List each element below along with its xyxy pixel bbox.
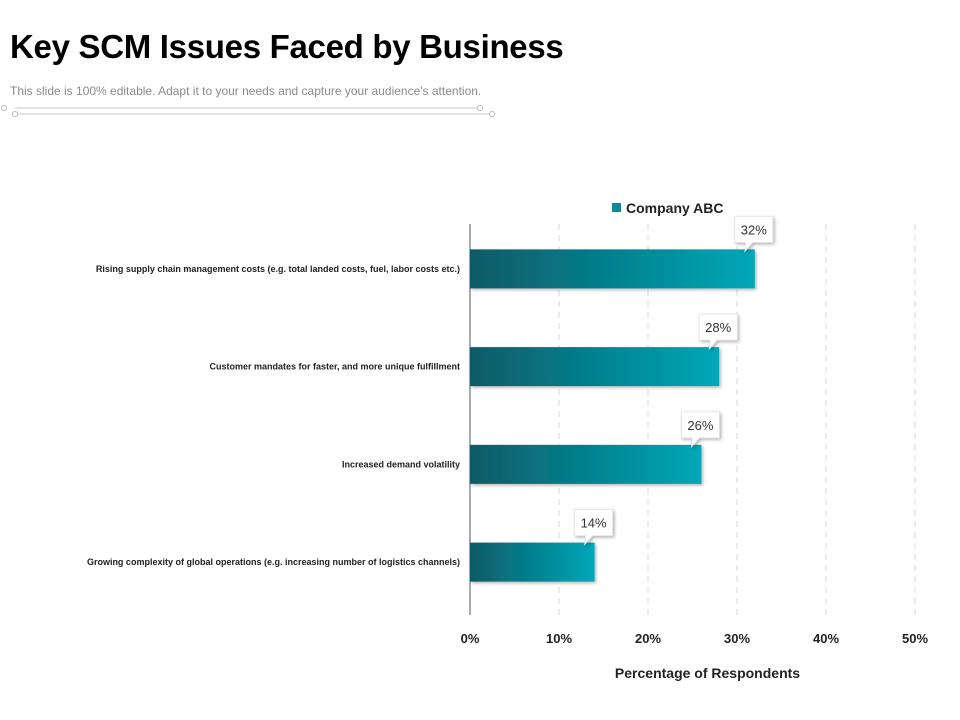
category-label: Rising supply chain management costs (e.… <box>96 264 460 274</box>
legend-swatch <box>612 203 621 212</box>
category-label: Customer mandates for faster, and more u… <box>209 362 460 372</box>
data-label: 14% <box>581 516 607 531</box>
bar <box>470 542 595 582</box>
x-tick-label: 40% <box>813 631 839 646</box>
x-tick-label: 20% <box>635 631 661 646</box>
callout-bubble <box>734 215 774 253</box>
x-tick-label: 10% <box>546 631 572 646</box>
x-tick-label: 50% <box>902 631 928 646</box>
data-label: 28% <box>705 320 731 335</box>
bar <box>470 444 702 484</box>
page-title: Key SCM Issues Faced by Business <box>10 28 564 65</box>
page-subtitle: This slide is 100% editable. Adapt it to… <box>10 84 482 98</box>
callout-bubble <box>681 411 720 449</box>
bar <box>470 347 720 387</box>
bar <box>470 249 755 289</box>
x-axis-title: Percentage of Respondents <box>615 665 800 681</box>
callout-bubble <box>574 509 613 546</box>
x-tick-label: 30% <box>724 631 750 646</box>
data-label-callout <box>698 313 738 351</box>
data-label-callout <box>681 411 720 449</box>
category-label: Growing complexity of global operations … <box>87 557 460 567</box>
decorative-divider <box>1 105 495 117</box>
data-label: 26% <box>687 418 713 433</box>
data-label-callout <box>734 215 774 253</box>
data-label: 32% <box>741 222 767 237</box>
data-label-callout <box>574 509 613 546</box>
x-tick-label: 0% <box>461 631 480 646</box>
callout-bubble <box>698 313 738 351</box>
legend-label: Company ABC <box>626 200 724 216</box>
category-label: Increased demand volatility <box>342 459 460 469</box>
